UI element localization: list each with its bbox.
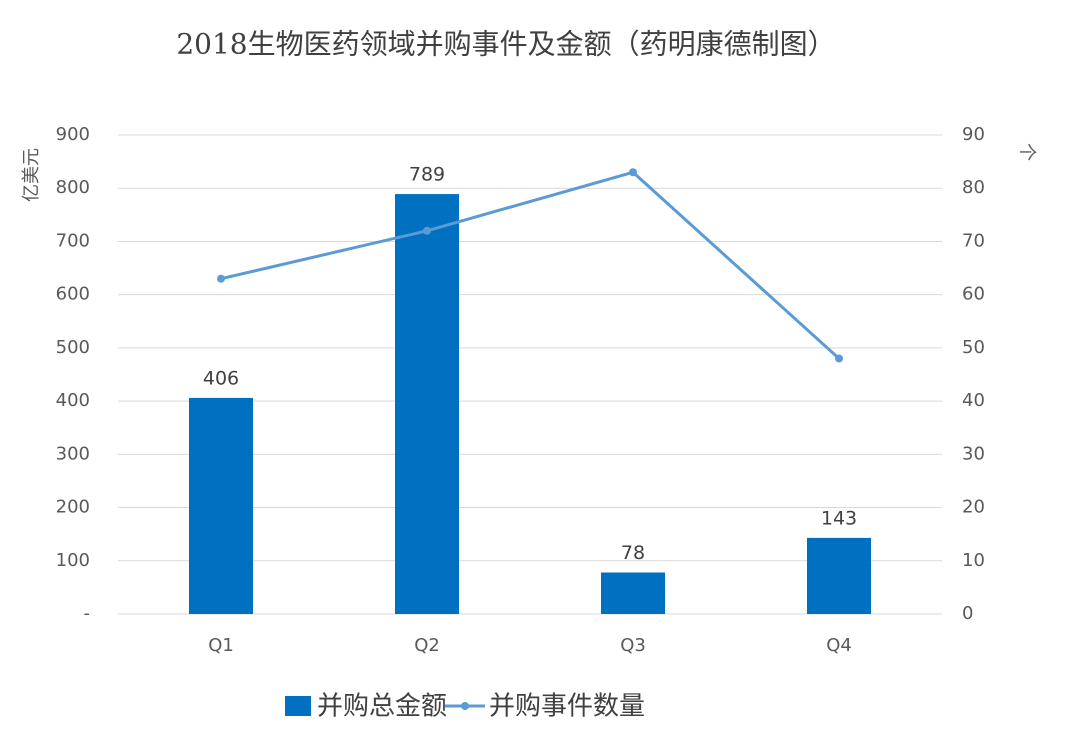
data-label: 406 bbox=[203, 367, 239, 389]
y2-axis-label: 个 bbox=[1016, 143, 1037, 161]
x-tick-label: Q2 bbox=[414, 635, 440, 656]
y2-tick-label: 20 bbox=[962, 497, 985, 518]
y-tick-label: 100 bbox=[56, 550, 90, 571]
bar bbox=[601, 572, 665, 614]
line bbox=[220, 170, 841, 360]
bar bbox=[395, 194, 459, 614]
data-label: 143 bbox=[821, 507, 857, 529]
y2-tick-label: 30 bbox=[962, 443, 985, 464]
legend-label: 并购事件数量 bbox=[489, 692, 645, 722]
y-axis-label: 亿美元 bbox=[21, 148, 42, 202]
y-tick-label: 200 bbox=[56, 497, 90, 518]
y2-tick-label: 80 bbox=[962, 177, 985, 198]
legend-label: 并购总金额 bbox=[317, 692, 447, 722]
bar bbox=[189, 397, 253, 614]
data-label: 789 bbox=[409, 164, 445, 186]
chart-title: 2018生物医药领域并购事件及金额（药明康德制图） bbox=[176, 28, 835, 61]
y-tick-label: 700 bbox=[56, 230, 90, 251]
y2-tick-label: 40 bbox=[962, 390, 985, 411]
x-tick-label: Q1 bbox=[208, 635, 234, 656]
data-label: 78 bbox=[621, 542, 645, 564]
legend-swatch bbox=[461, 702, 470, 710]
y2-tick-label: 70 bbox=[962, 230, 985, 251]
y-tick-label: 400 bbox=[56, 390, 90, 411]
y2-tick-label: 90 bbox=[962, 124, 985, 145]
line-marker bbox=[217, 274, 225, 283]
y-tick-label: 900 bbox=[56, 124, 90, 145]
y2-tick-label: 10 bbox=[962, 550, 985, 571]
y-tick-label: 600 bbox=[56, 284, 90, 305]
y-tick-label: 500 bbox=[56, 337, 90, 358]
x-tick-label: Q3 bbox=[620, 635, 646, 656]
y-tick-label: 800 bbox=[56, 177, 90, 198]
y-tick-label: - bbox=[84, 603, 91, 624]
bar bbox=[807, 537, 871, 614]
y2-tick-label: 50 bbox=[962, 337, 985, 358]
y2-tick-label: 60 bbox=[962, 284, 985, 305]
y-tick-label: 300 bbox=[56, 443, 90, 464]
y2-tick-label: 0 bbox=[962, 603, 973, 624]
line-marker bbox=[423, 226, 431, 235]
line-marker bbox=[835, 354, 843, 363]
line-marker bbox=[629, 168, 637, 177]
x-tick-label: Q4 bbox=[826, 635, 852, 656]
legend-swatch bbox=[285, 696, 311, 716]
